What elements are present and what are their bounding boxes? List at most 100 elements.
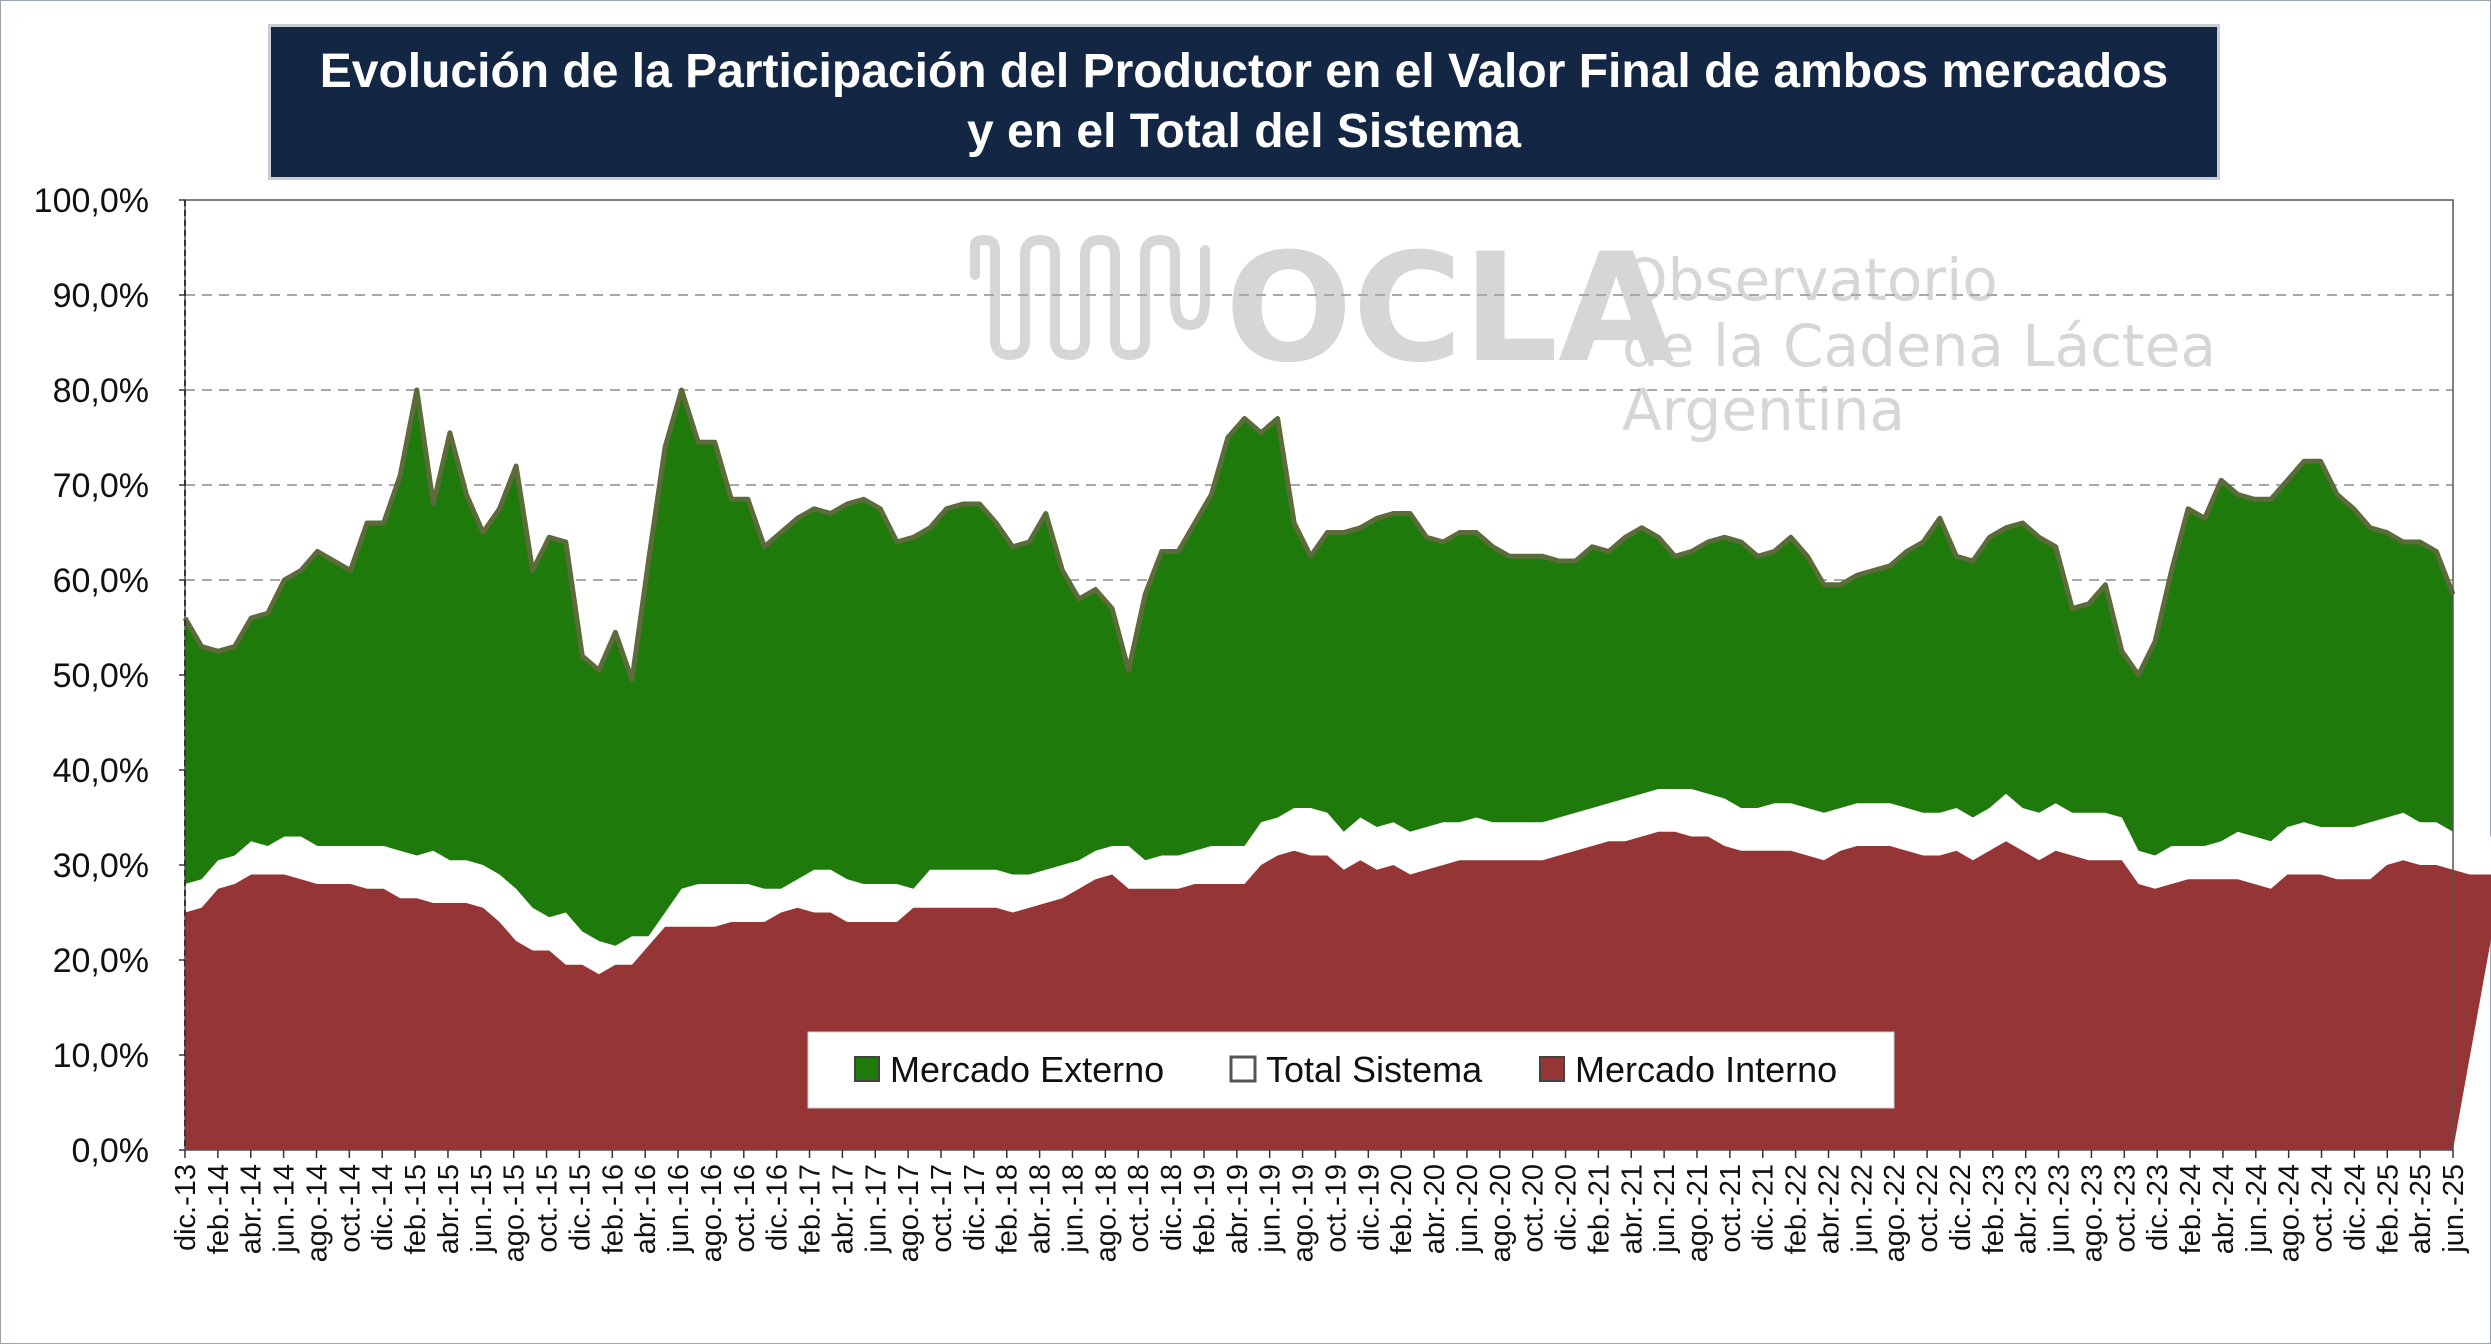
x-tick-label: oct.-15 xyxy=(532,1164,564,1253)
x-tick-label: ago.-21 xyxy=(1682,1164,1714,1262)
x-tick-label: dic.-23 xyxy=(2142,1164,2174,1251)
x-tick-label: oct.-20 xyxy=(1518,1164,1550,1253)
x-tick-label: feb.-24 xyxy=(2175,1164,2207,1254)
x-tick-label: feb.-19 xyxy=(1189,1164,1221,1254)
x-tick-label: ago.-22 xyxy=(1879,1164,1911,1262)
x-tick-label: abr.-20 xyxy=(1419,1164,1451,1254)
x-tick-label: abr.-16 xyxy=(630,1164,662,1254)
x-tick-label: abr.-19 xyxy=(1222,1164,1254,1254)
x-tick-label: oct.-19 xyxy=(1320,1164,1352,1253)
x-tick-label: ago.-17 xyxy=(893,1164,925,1262)
area-mercado-interno xyxy=(185,831,2491,1150)
x-tick-label: jun.-16 xyxy=(663,1164,695,1254)
x-tick-label: oct.-17 xyxy=(926,1164,958,1253)
x-tick-label: jun.-19 xyxy=(1255,1164,1287,1254)
x-tick-label: abr.-18 xyxy=(1025,1164,1057,1254)
area-mercado-externo-edge xyxy=(182,387,2456,683)
x-tick-label: ago.-15 xyxy=(499,1164,531,1262)
x-tick-label: feb.-16 xyxy=(597,1164,629,1254)
x-tick-label: feb.-21 xyxy=(1583,1164,1615,1254)
watermark-line2: de la Cadena Láctea xyxy=(1622,312,2216,380)
x-tick-label: abr.-15 xyxy=(433,1164,465,1254)
legend-swatch-mercado-externo xyxy=(854,1056,880,1082)
x-tick-label: dic.-17 xyxy=(959,1164,991,1251)
x-tick-label: jun.-17 xyxy=(860,1164,892,1254)
watermark-line3: Argentina xyxy=(1622,376,1905,444)
chart-subtitle: y en el Total del Sistema xyxy=(967,105,1521,158)
y-tick-label: 20,0% xyxy=(53,942,149,980)
x-tick-label: feb.-14 xyxy=(203,1164,235,1254)
x-tick-label: jun.-25 xyxy=(2438,1164,2470,1254)
legend: Mercado Externo Total Sistema Mercado In… xyxy=(807,1031,1895,1109)
y-tick-labels: 0,0% 10,0% 20,0% 30,0% 40,0% 50,0% 60,0% 70,0% 8… xyxy=(34,182,185,1170)
x-tick-label: oct.-22 xyxy=(1912,1164,1944,1253)
x-tick-label: ago.-24 xyxy=(2274,1164,2306,1262)
x-tick-label: dic.-13 xyxy=(170,1164,202,1251)
watermark-line1: Observatorio xyxy=(1622,246,1998,314)
x-tick-label: feb.-15 xyxy=(400,1164,432,1254)
x-tick-label: abr.-24 xyxy=(2208,1164,2240,1254)
x-tick-label: abr.-22 xyxy=(1813,1164,1845,1254)
x-tick-label: oct.-21 xyxy=(1715,1164,1747,1253)
y-tick-label: 50,0% xyxy=(53,657,149,695)
x-tick-label: dic.-16 xyxy=(762,1164,794,1251)
watermark-brand: OCLA xyxy=(1225,222,1674,396)
y-tick-label: 30,0% xyxy=(53,847,149,885)
x-tick-label: dic.-18 xyxy=(1156,1164,1188,1251)
x-tick-label: ago.-19 xyxy=(1288,1164,1320,1262)
x-tick-label: ago.-18 xyxy=(1090,1164,1122,1262)
x-tick-label: oct.-16 xyxy=(729,1164,761,1253)
y-tick-label: 0,0% xyxy=(72,1132,150,1170)
x-tick-label: abr.-25 xyxy=(2405,1164,2437,1254)
x-tick-label: dic.-20 xyxy=(1551,1164,1583,1251)
x-tick-label: feb.-22 xyxy=(1781,1164,1813,1254)
x-tick-label: dic.-22 xyxy=(1945,1164,1977,1251)
x-tick-label: jun.-24 xyxy=(2241,1164,2273,1254)
x-tick-label: feb.-18 xyxy=(992,1164,1024,1254)
ocla-watermark: OCLA Observatorio de la Cadena Láctea Ar… xyxy=(970,222,2216,444)
x-tick-labels: dic.-13 feb.-14 abr.-14 jun.-14 ago.-14 oct.-… xyxy=(170,1150,2470,1262)
x-tick-label: dic.-21 xyxy=(1748,1164,1780,1251)
x-tick-label: ago.-14 xyxy=(301,1164,333,1262)
x-tick-label: feb.-20 xyxy=(1386,1164,1418,1254)
y-tick-label: 60,0% xyxy=(53,562,149,600)
x-tick-label: jun.-14 xyxy=(269,1164,301,1254)
x-tick-label: abr.-23 xyxy=(2011,1164,2043,1254)
x-tick-label: oct.-23 xyxy=(2109,1164,2141,1253)
chart-title-box: Evolución de la Participación del Produc… xyxy=(268,24,2220,180)
y-tick-label: 100,0% xyxy=(34,182,149,220)
y-tick-label: 70,0% xyxy=(53,467,149,505)
x-tick-label: jun.-23 xyxy=(2044,1164,2076,1254)
legend-swatch-mercado-interno xyxy=(1539,1056,1565,1082)
x-tick-label: abr.-21 xyxy=(1616,1164,1648,1254)
x-tick-label: jun.-15 xyxy=(466,1164,498,1254)
x-tick-label: feb.-25 xyxy=(2372,1164,2404,1254)
x-tick-label: abr.-14 xyxy=(236,1164,268,1254)
x-tick-label: dic.-19 xyxy=(1353,1164,1385,1251)
series-areas xyxy=(182,387,2491,1150)
x-tick-label: jun.-22 xyxy=(1846,1164,1878,1254)
x-tick-label: oct.-18 xyxy=(1123,1164,1155,1253)
x-tick-label: ago.-23 xyxy=(2076,1164,2108,1262)
x-tick-label: abr.-17 xyxy=(827,1164,859,1254)
legend-label-total-sistema: Total Sistema xyxy=(1266,1049,1483,1090)
x-tick-label: dic.-15 xyxy=(564,1164,596,1251)
x-tick-label: jun.-21 xyxy=(1649,1164,1681,1254)
y-tick-label: 80,0% xyxy=(53,372,149,410)
x-tick-label: ago.-20 xyxy=(1485,1164,1517,1262)
x-tick-label: oct.-24 xyxy=(2307,1164,2339,1253)
y-tick-label: 90,0% xyxy=(53,277,149,315)
x-tick-label: dic.-14 xyxy=(367,1164,399,1251)
legend-label-mercado-externo: Mercado Externo xyxy=(890,1049,1164,1090)
x-tick-label: feb.-17 xyxy=(795,1164,827,1254)
chart-title: Evolución de la Participación del Produc… xyxy=(319,45,2169,98)
x-tick-label: oct.-14 xyxy=(334,1164,366,1253)
legend-box xyxy=(807,1031,1895,1109)
y-tick-label: 40,0% xyxy=(53,752,149,790)
legend-swatch-total-sistema xyxy=(1229,1055,1257,1083)
x-tick-label: jun.-20 xyxy=(1452,1164,1484,1254)
y-tick-label: 10,0% xyxy=(53,1037,149,1075)
x-tick-label: ago.-16 xyxy=(696,1164,728,1262)
wave-logo-icon xyxy=(970,234,1210,361)
